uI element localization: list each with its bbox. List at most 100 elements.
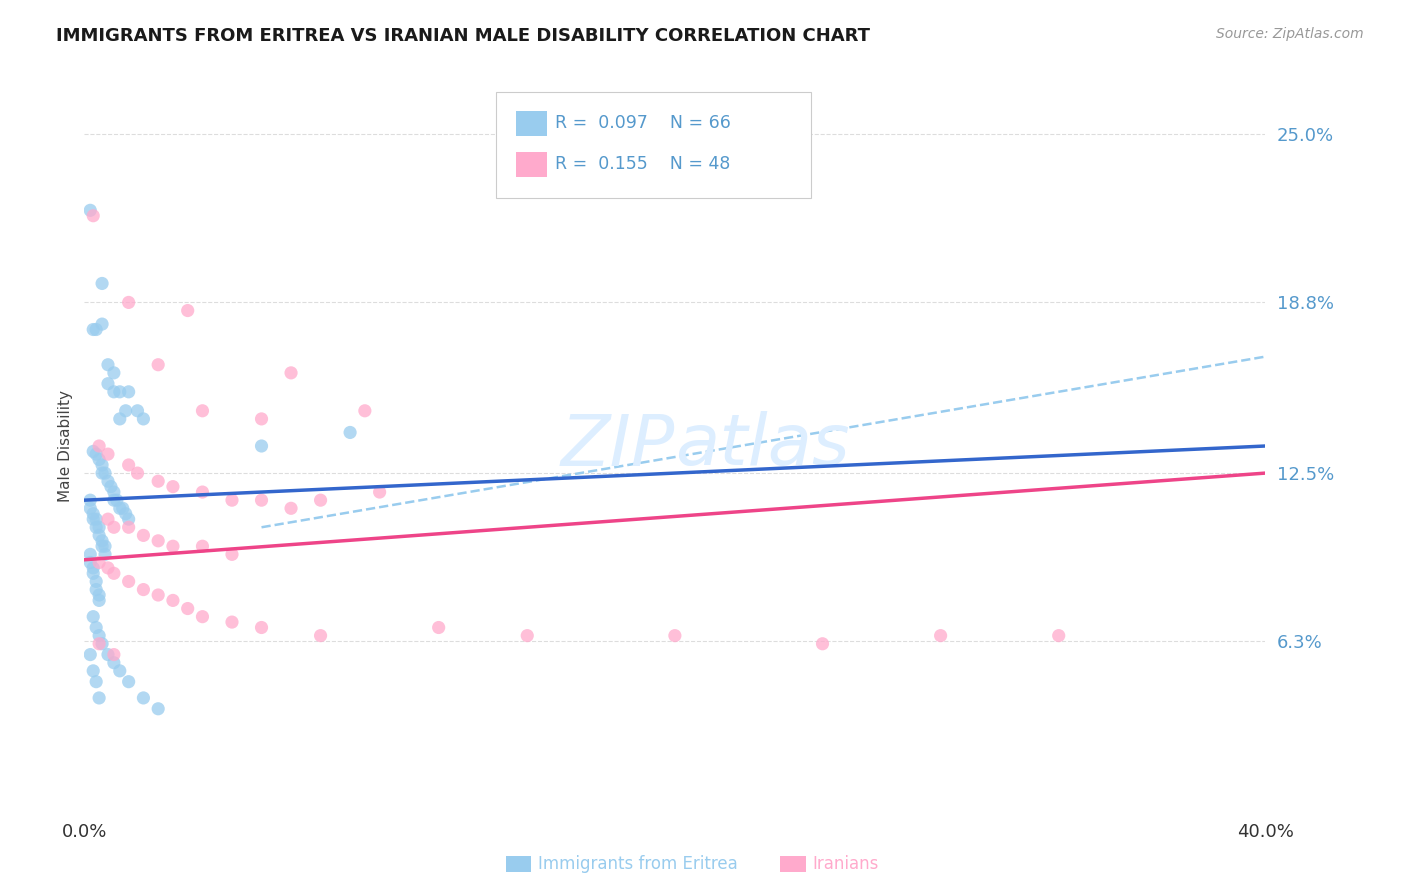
Point xyxy=(103,493,125,508)
Point xyxy=(79,556,101,570)
Point xyxy=(91,539,114,553)
Point xyxy=(97,561,120,575)
Point xyxy=(280,501,302,516)
Point xyxy=(103,384,125,399)
Point xyxy=(82,444,104,458)
Text: Immigrants from Eritrea: Immigrants from Eritrea xyxy=(538,855,738,873)
Point xyxy=(87,528,111,542)
Point xyxy=(250,620,273,634)
Point xyxy=(79,203,101,218)
Point xyxy=(87,556,111,570)
Point xyxy=(91,637,114,651)
Point xyxy=(82,664,104,678)
Point xyxy=(100,480,122,494)
Point xyxy=(84,322,107,336)
Point xyxy=(108,412,131,426)
Point xyxy=(114,507,136,521)
Point xyxy=(108,664,131,678)
Point xyxy=(127,466,149,480)
Point xyxy=(132,582,155,597)
Point xyxy=(132,528,155,542)
Point xyxy=(811,637,834,651)
Point xyxy=(79,547,101,561)
Point xyxy=(118,574,141,589)
Point xyxy=(87,629,111,643)
Point xyxy=(118,512,141,526)
Point xyxy=(162,480,184,494)
Point xyxy=(84,620,107,634)
Point xyxy=(221,547,243,561)
Point xyxy=(354,404,377,418)
Point xyxy=(132,412,155,426)
Point xyxy=(103,485,125,500)
Point xyxy=(87,452,111,467)
Point xyxy=(82,507,104,521)
Point xyxy=(1047,629,1070,643)
Point xyxy=(91,277,114,291)
Point xyxy=(108,501,131,516)
Point xyxy=(87,637,111,651)
Text: R =  0.097    N = 66: R = 0.097 N = 66 xyxy=(555,114,731,132)
Point xyxy=(103,520,125,534)
Point xyxy=(191,539,214,553)
Point xyxy=(111,501,134,516)
Point xyxy=(84,512,107,526)
Point xyxy=(280,366,302,380)
Y-axis label: Male Disability: Male Disability xyxy=(58,390,73,502)
Point xyxy=(516,629,538,643)
Point xyxy=(177,303,200,318)
Point xyxy=(309,629,332,643)
Point xyxy=(94,547,117,561)
Text: IMMIGRANTS FROM ERITREA VS IRANIAN MALE DISABILITY CORRELATION CHART: IMMIGRANTS FROM ERITREA VS IRANIAN MALE … xyxy=(56,27,870,45)
Point xyxy=(87,588,111,602)
Point xyxy=(148,533,170,548)
Point xyxy=(94,466,117,480)
Point xyxy=(368,485,391,500)
Point xyxy=(148,588,170,602)
Point xyxy=(91,533,114,548)
Point xyxy=(118,674,141,689)
Point xyxy=(427,620,450,634)
Point xyxy=(97,474,120,488)
Point xyxy=(82,209,104,223)
Point xyxy=(87,520,111,534)
Point xyxy=(191,485,214,500)
Point xyxy=(148,358,170,372)
Point xyxy=(87,690,111,705)
Point xyxy=(84,447,107,461)
Point xyxy=(191,609,214,624)
Point xyxy=(103,366,125,380)
Point xyxy=(148,474,170,488)
Point xyxy=(118,295,141,310)
Point xyxy=(84,582,107,597)
Point xyxy=(79,493,101,508)
Point xyxy=(82,322,104,336)
Text: R =  0.155    N = 48: R = 0.155 N = 48 xyxy=(555,155,731,173)
Point xyxy=(97,447,120,461)
Point xyxy=(97,512,120,526)
Point xyxy=(91,458,114,472)
Point xyxy=(97,358,120,372)
Point xyxy=(103,566,125,581)
Point xyxy=(132,690,155,705)
Point xyxy=(82,566,104,581)
Point xyxy=(103,648,125,662)
Text: Source: ZipAtlas.com: Source: ZipAtlas.com xyxy=(1216,27,1364,41)
Point xyxy=(103,656,125,670)
Point xyxy=(191,404,214,418)
Point xyxy=(250,493,273,508)
Text: Iranians: Iranians xyxy=(813,855,879,873)
Point xyxy=(127,404,149,418)
Point xyxy=(97,376,120,391)
Point xyxy=(250,439,273,453)
Point xyxy=(250,412,273,426)
Point xyxy=(79,648,101,662)
Point xyxy=(221,493,243,508)
Point xyxy=(84,520,107,534)
Point xyxy=(91,466,114,480)
Point xyxy=(309,493,332,508)
Point xyxy=(929,629,952,643)
Point xyxy=(162,593,184,607)
Point xyxy=(87,439,111,453)
Point xyxy=(162,539,184,553)
